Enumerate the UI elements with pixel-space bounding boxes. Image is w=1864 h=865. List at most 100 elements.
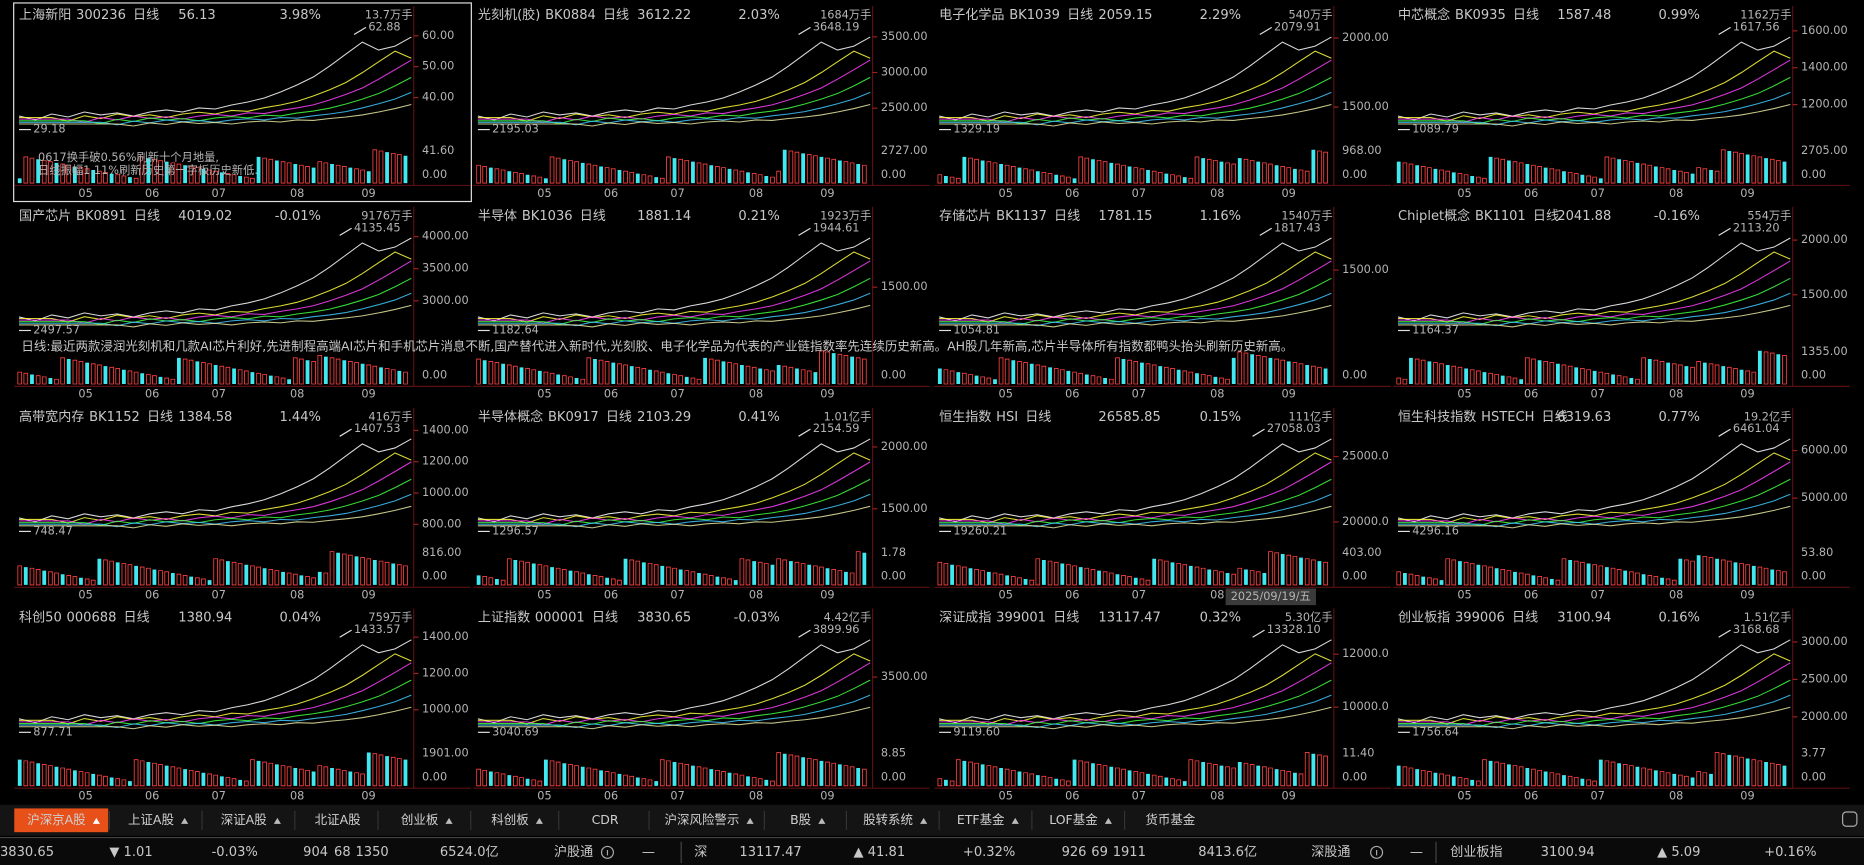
tab[interactable]: 创业板 (401, 812, 439, 827)
month-label: 07 (670, 589, 684, 602)
low-label: 1164.37 (1412, 323, 1459, 336)
panel-price: 2103.29 (637, 410, 691, 425)
settings-icon[interactable] (1842, 811, 1858, 827)
month-label: 05 (78, 187, 92, 200)
tab[interactable]: LOF基金 (1049, 812, 1098, 827)
tab[interactable]: 科创板 (491, 812, 529, 827)
month-label: 06 (604, 388, 618, 401)
volume-bars (482, 353, 855, 384)
ma-line (1397, 438, 1791, 523)
panel-period: 日线 (606, 410, 632, 425)
panel-change: 0.77% (1658, 410, 1699, 425)
high-arrow (339, 227, 352, 236)
panel-name: 电子化学品 (939, 7, 1004, 23)
volume-bars (937, 150, 1328, 184)
y-tick-label: 3000.00 (1801, 635, 1848, 648)
tab[interactable]: 股转系统 (863, 812, 913, 827)
ma-line (1397, 639, 1791, 724)
panel-volume: 13.7万手 (365, 7, 413, 21)
panel-change: 3.98% (279, 8, 320, 23)
month-label: 09 (361, 589, 375, 602)
volume-bars (950, 553, 1322, 585)
panel-name: 深证成指 (939, 611, 991, 626)
tab[interactable]: 深证A股 (221, 812, 267, 827)
month-label: 06 (145, 187, 159, 200)
tab[interactable]: ETF基金 (957, 812, 1005, 827)
volume-tick-label: 0.00 (1801, 570, 1826, 583)
ma-line (939, 679, 1332, 727)
high-arrow (798, 227, 811, 236)
status-item: — (642, 845, 655, 860)
panel-change: 2.03% (738, 8, 779, 23)
volume-tick-label: 0.00 (1342, 168, 1367, 181)
y-tick-label: 4000.00 (422, 230, 469, 243)
tab[interactable]: 北证A股 (315, 812, 361, 827)
tab[interactable]: 货币基金 (1145, 812, 1195, 827)
month-label: 06 (1065, 790, 1079, 803)
month-label: 05 (999, 589, 1013, 602)
volume-bars (23, 753, 402, 787)
high-label: 3648.19 (813, 20, 860, 33)
status-item: 68 (334, 845, 351, 860)
month-label: 06 (1524, 187, 1538, 200)
panel-code: BK0917 (548, 410, 599, 425)
low-label: 3040.69 (492, 725, 539, 738)
tab-active[interactable] (14, 808, 109, 833)
panel-name: 上海新阳 (19, 7, 71, 23)
month-label: 05 (999, 790, 1013, 803)
month-label: 06 (1065, 589, 1079, 602)
month-label: 08 (749, 388, 763, 401)
high-label: 1407.53 (354, 422, 401, 435)
volume-bars (937, 752, 1328, 787)
panel-price: 1781.15 (1098, 209, 1152, 224)
panel-volume: 5.30亿手 (1285, 610, 1333, 624)
y-tick-label: 3500.00 (422, 262, 469, 275)
panel-price: 1384.58 (178, 410, 232, 425)
volume-bars (944, 149, 1316, 184)
status-bar (0, 838, 1864, 865)
high-arrow (1718, 428, 1731, 437)
panel-volume: 759万手 (368, 610, 412, 624)
high-arrow (798, 26, 811, 35)
volume-bars (1396, 555, 1787, 586)
status-item: 904 (303, 845, 328, 860)
month-label: 08 (290, 589, 304, 602)
panel-price: 6319.63 (1557, 410, 1611, 425)
info-icon[interactable] (1370, 845, 1384, 859)
panel-name: 半导体 (478, 209, 517, 224)
month-label: 08 (1210, 388, 1224, 401)
low-label: 2195.03 (492, 123, 539, 136)
info-icon[interactable] (600, 845, 615, 859)
ma-line (477, 277, 871, 325)
status-item: ▼ 1.01 (109, 845, 152, 860)
y-tick-label: 1200.00 (422, 455, 469, 468)
ma-line (939, 277, 1332, 325)
month-label: 09 (820, 790, 834, 803)
high-arrow (798, 428, 811, 437)
month-label: 06 (1065, 388, 1079, 401)
tab[interactable]: CDR (592, 812, 619, 827)
panel-name: 高带宽内存 (19, 409, 84, 425)
month-label: 09 (1740, 388, 1754, 401)
month-label: 07 (212, 589, 226, 602)
month-label: 09 (1740, 589, 1754, 602)
panel-volume: 1.51亿手 (1744, 610, 1792, 624)
panel-code: 399006 (1455, 611, 1505, 626)
panel-period: 日线 (603, 8, 629, 23)
month-label: 07 (670, 187, 684, 200)
tab[interactable]: 上证A股 (128, 812, 174, 827)
ma-line (477, 76, 871, 125)
panel-volume: 1.01亿手 (824, 409, 872, 423)
panel-change: -0.03% (734, 611, 780, 626)
status-item: -0.03% (212, 845, 258, 860)
tab[interactable]: 沪深风险警示 (665, 812, 740, 827)
tab[interactable]: 沪深京A股 (27, 812, 86, 827)
panel-volume: 540万手 (1289, 7, 1333, 21)
volume-tick-label: 3.77 (1801, 747, 1826, 760)
status-item: ▲ 41.81 (854, 845, 906, 860)
month-label: 09 (820, 589, 834, 602)
month-label: 09 (820, 187, 834, 200)
tab[interactable]: B股 (790, 812, 812, 827)
volume-bars (23, 552, 396, 585)
ma-line (477, 36, 871, 121)
